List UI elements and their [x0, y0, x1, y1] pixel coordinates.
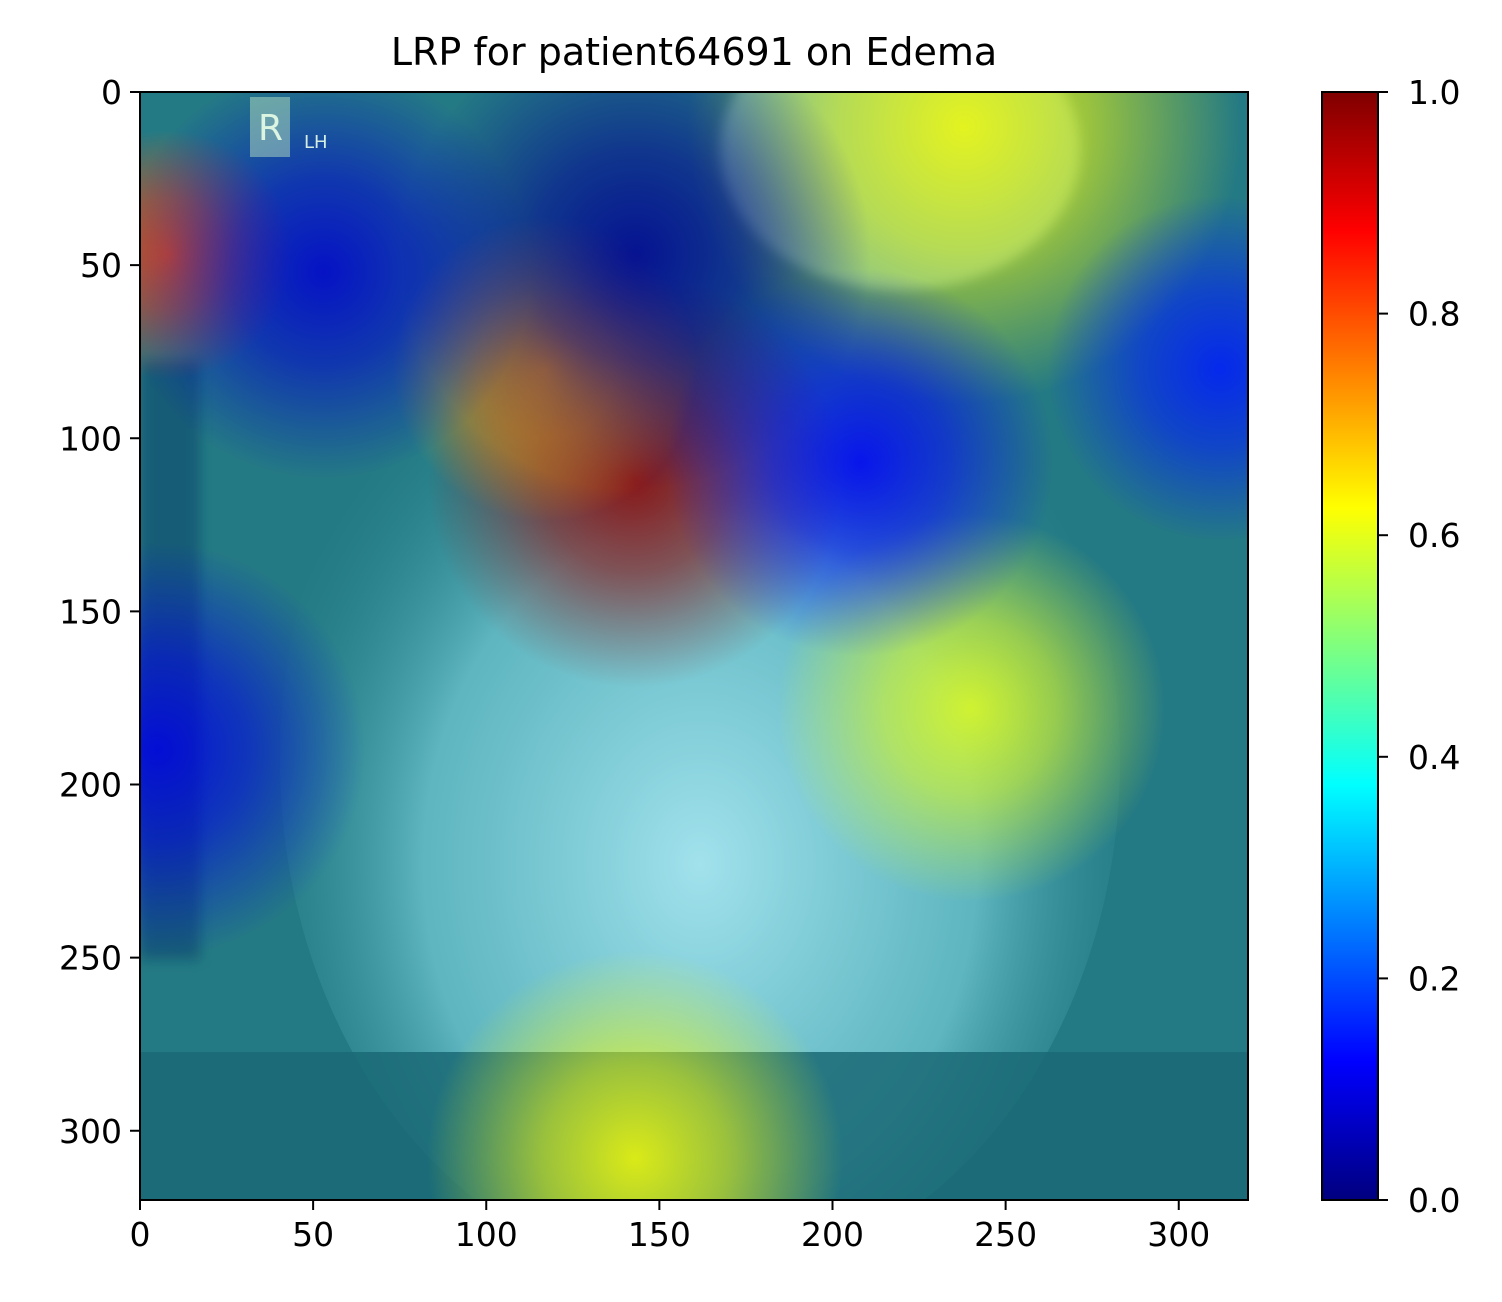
- x-tick-label: 200: [801, 1215, 864, 1254]
- xray-marker-lh: LH: [304, 132, 328, 153]
- colorbar-tick-label: 0.6: [1408, 516, 1460, 555]
- x-tick-label: 100: [455, 1215, 518, 1254]
- x-tick-label: 150: [628, 1215, 691, 1254]
- colorbar-tick-label: 0.4: [1408, 738, 1460, 777]
- colorbar-gradient: [1322, 92, 1378, 1200]
- y-tick-label: 50: [80, 246, 122, 285]
- y-tick-label: 200: [59, 766, 122, 805]
- xray-marker-r: R: [258, 108, 283, 149]
- colorbar-tick-label: 0.0: [1408, 1181, 1460, 1220]
- colorbar-tick-label: 1.0: [1408, 73, 1460, 112]
- y-tick-label: 0: [101, 73, 122, 112]
- y-tick-label: 250: [59, 939, 122, 978]
- relevance-hotspot: [140, 92, 532, 480]
- relevance-hotspot: [427, 950, 843, 1200]
- y-tick-label: 150: [59, 592, 122, 631]
- x-tick-label: 50: [292, 1215, 334, 1254]
- plot-frame: [139, 91, 1249, 1201]
- x-axis: 0 50 100 150 200 250 300: [130, 1200, 1210, 1254]
- relevance-hotspot: [140, 542, 365, 958]
- y-axis: 0 50 100 150 200 250 300: [59, 73, 140, 1151]
- xray-marker-box: [250, 97, 290, 157]
- xray-marker-labels: R LH: [250, 97, 328, 157]
- colorbar-tick-label: 0.8: [1408, 295, 1460, 334]
- colorbar-tick-label: 0.2: [1408, 959, 1460, 998]
- colorbar: 0.0 0.2 0.4 0.6 0.8 1.0: [1321, 73, 1460, 1220]
- colorbar-frame: [1321, 91, 1379, 1201]
- colorbar-ticks: 0.0 0.2 0.4 0.6 0.8 1.0: [1378, 73, 1460, 1220]
- chart-title: LRP for patient64691 on Edema: [391, 30, 997, 74]
- relevance-hotspots: [140, 92, 1248, 1200]
- x-tick-label: 0: [130, 1215, 151, 1254]
- relevance-hotspot: [666, 268, 1055, 657]
- relevance-hotspot: [1047, 195, 1248, 543]
- x-tick-label: 300: [1147, 1215, 1210, 1254]
- y-tick-label: 300: [59, 1112, 122, 1151]
- heatmap-plot-area: R LH: [140, 92, 1248, 1200]
- x-tick-label: 250: [974, 1215, 1037, 1254]
- y-tick-label: 100: [59, 419, 122, 458]
